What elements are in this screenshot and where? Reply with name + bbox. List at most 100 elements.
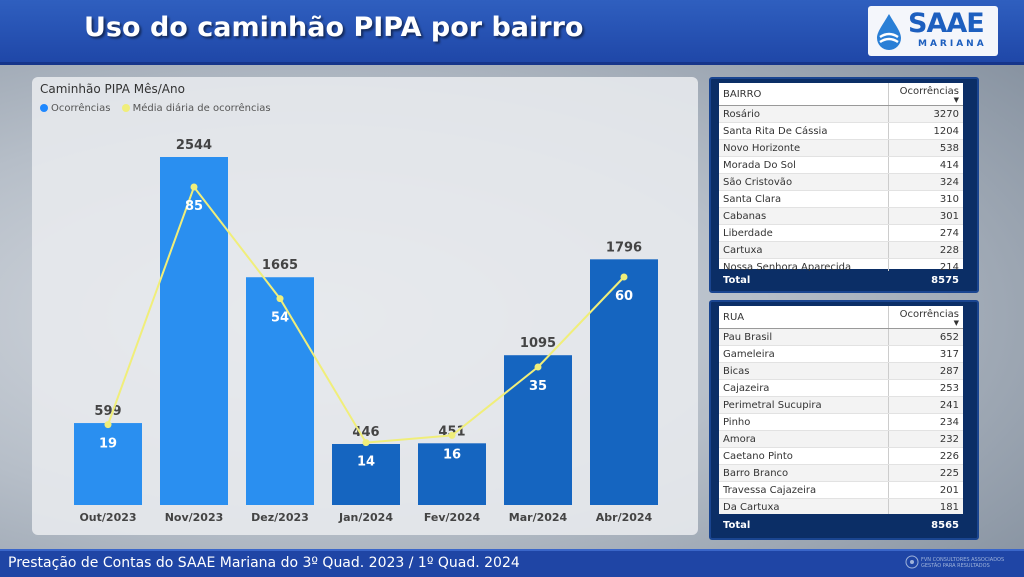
logo-subtitle: MARIANA [918,39,987,49]
cell-value: 287 [888,363,963,379]
cell-name: Santa Clara [723,193,782,205]
cell-value: 414 [888,157,963,173]
cell-name: Novo Horizonte [723,142,801,154]
bar[interactable] [246,277,314,505]
table-row[interactable]: Cajazeira 253 [719,380,963,397]
cell-value: 225 [888,465,963,481]
table-row[interactable]: Travessa Cajazeira 201 [719,482,963,499]
table-row[interactable]: Rosário 3270 [719,106,963,123]
sort-desc-icon: ▼ [953,95,959,104]
cell-name: Perimetral Sucupira [723,399,822,411]
table-row[interactable]: Pau Brasil 652 [719,329,963,346]
cell-name: Cabanas [723,210,767,222]
average-point [276,295,284,303]
x-tick-label: Abr/2024 [596,511,653,524]
legend-item-media[interactable]: Média diária de ocorrências [121,103,271,114]
table-row[interactable]: Bicas 287 [719,363,963,380]
column-header-label: Ocorrências [899,85,959,97]
x-tick-label: Out/2023 [79,511,136,524]
bar[interactable] [418,443,486,505]
cell-value: 226 [888,448,963,464]
water-drop-icon [877,14,901,50]
average-point [362,439,370,447]
cell-value: 310 [888,191,963,207]
total-value: 8575 [931,274,959,286]
cell-value: 3270 [888,106,963,122]
average-point [534,363,542,371]
table-row[interactable]: Cabanas 301 [719,208,963,225]
table-row[interactable]: Novo Horizonte 538 [719,140,963,157]
column-header-label: Ocorrências [899,308,959,320]
bar[interactable] [332,443,400,505]
cell-value: 317 [888,346,963,362]
network-logo-icon [905,555,919,569]
average-value-label: 54 [271,311,289,326]
legend-label: Ocorrências [51,103,111,114]
average-value-label: 85 [185,199,203,214]
legend-item-ocorrencias[interactable]: Ocorrências [40,103,110,114]
total-value: 8565 [931,519,959,531]
table-row[interactable]: Da Cartuxa 181 [719,499,963,514]
legend-dot-icon [121,104,130,112]
bar-line-chart: 599 Out/2023 2544 Nov/2023 1665 Dez/2023 446 Ja… [74,138,658,524]
bar-value-label: 1665 [262,258,298,273]
cell-value: 234 [888,414,963,430]
average-value-label: 35 [529,379,547,394]
average-value-label: 16 [443,447,461,462]
bairro-table-panel: BAIRRO Ocorrências ▼ Rosário 3270 Santa Ri… [709,77,979,293]
bar-value-label: 446 [352,425,379,440]
cell-name: Pinho [723,416,751,428]
bar[interactable] [74,423,142,505]
cell-name: Da Cartuxa [723,501,780,513]
column-header-ocorrencias[interactable]: Ocorrências ▼ [888,83,963,105]
x-tick-label: Dez/2023 [251,511,309,524]
cell-name: Travessa Cajazeira [723,484,817,496]
cell-value: 253 [888,380,963,396]
cell-name: Gameleira [723,348,775,360]
table-body: Pau Brasil 652 Gameleira 317 Bicas 287 Cajazei… [719,329,963,514]
table-row[interactable]: Pinho 234 [719,414,963,431]
bar-value-label: 1796 [606,240,642,255]
table-row[interactable]: Gameleira 317 [719,346,963,363]
bar[interactable] [504,355,572,505]
cell-name: Cartuxa [723,244,763,256]
average-point [620,273,628,281]
table-row[interactable]: Santa Clara 310 [719,191,963,208]
average-point [104,421,112,429]
table-row[interactable]: Barro Branco 225 [719,465,963,482]
cell-name: Santa Rita De Cássia [723,125,828,137]
table-header: BAIRRO Ocorrências ▼ [719,83,963,106]
cell-name: Barro Branco [723,467,789,479]
cell-value: 301 [888,208,963,224]
table-total-row: Total 8575 [719,271,963,289]
cell-value: 1204 [888,123,963,139]
table-row[interactable]: Caetano Pinto 226 [719,448,963,465]
x-tick-label: Fev/2024 [424,511,481,524]
bar-value-label: 1095 [520,336,556,351]
chart-title: Caminhão PIPA Mês/Ano [40,82,185,96]
column-header-bairro[interactable]: BAIRRO [723,88,762,100]
cell-name: Caetano Pinto [723,450,793,462]
footer-bar: Prestação de Contas do SAAE Mariana do 3… [0,549,1024,577]
table-row[interactable]: Cartuxa 228 [719,242,963,259]
legend-dot-icon [40,104,48,112]
total-label: Total [723,519,751,531]
table-row[interactable]: Santa Rita De Cássia 1204 [719,123,963,140]
saae-logo: SAAE MARIANA [868,6,998,56]
cell-name: Liberdade [723,227,773,239]
cell-name: São Cristovão [723,176,793,188]
table-row[interactable]: Morada Do Sol 414 [719,157,963,174]
sort-desc-icon: ▼ [953,318,959,327]
bar-value-label: 2544 [176,138,212,153]
rua-table: RUA Ocorrências ▼ Pau Brasil 652 Gameleira… [719,306,963,514]
x-tick-label: Mar/2024 [509,511,568,524]
table-row[interactable]: Amora 232 [719,431,963,448]
header-bar: Uso do caminhão PIPA por bairro SAAE MAR… [0,0,1024,65]
logo-name: SAAE [908,8,985,39]
cell-value: 228 [888,242,963,258]
table-row[interactable]: Perimetral Sucupira 241 [719,397,963,414]
column-header-ocorrencias[interactable]: Ocorrências ▼ [888,306,963,328]
column-header-rua[interactable]: RUA [723,311,745,323]
table-row[interactable]: São Cristovão 324 [719,174,963,191]
table-row[interactable]: Liberdade 274 [719,225,963,242]
